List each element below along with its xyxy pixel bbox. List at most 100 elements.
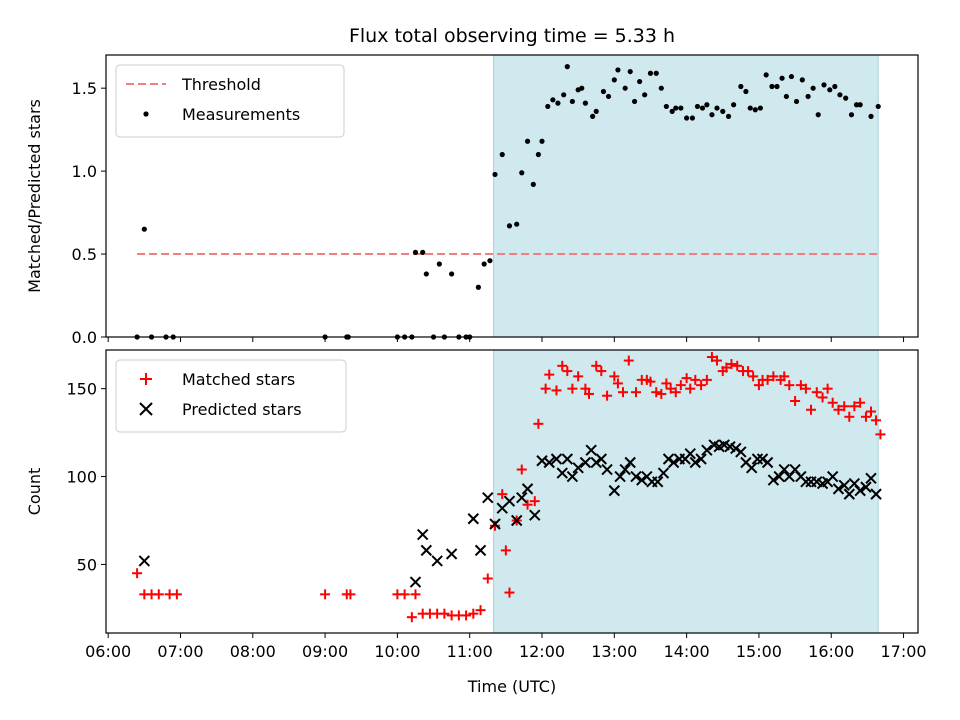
- predicted-star-point: [489, 518, 501, 530]
- x-tick-label: 15:00: [736, 642, 782, 661]
- measurement-point: [709, 112, 715, 118]
- matched-star-point: [726, 359, 737, 370]
- legend-label: Predicted stars: [182, 400, 302, 419]
- predicted-star-point: [614, 470, 626, 483]
- y-tick-label: 1.0: [72, 162, 97, 181]
- measurement-point: [481, 261, 487, 267]
- matched-star-point: [439, 608, 450, 619]
- plot-frame: [105, 349, 919, 634]
- predicted-star-point: [843, 488, 856, 500]
- predicted-star-point: [745, 462, 758, 474]
- predicted-star-point: [566, 470, 579, 483]
- matched-star-point: [871, 415, 882, 426]
- predicted-star-point: [662, 453, 675, 465]
- observing-window-shade: [493, 54, 879, 338]
- measurement-point: [793, 98, 800, 105]
- matched-star-point: [875, 429, 886, 440]
- predicted-star-point: [467, 513, 480, 525]
- matched-star-point: [753, 380, 764, 391]
- measurement-point: [720, 108, 726, 114]
- matched-star-point: [551, 385, 562, 396]
- predicted-star-point: [416, 528, 429, 541]
- predicted-star-point: [431, 555, 443, 567]
- predicted-star-point: [556, 467, 568, 479]
- measurement-point: [423, 271, 429, 277]
- matched-star-point: [573, 371, 584, 382]
- predicted-star-point: [138, 555, 151, 567]
- measurement-point: [848, 112, 855, 118]
- y-tick-label: 0.0: [72, 328, 97, 347]
- predicted-star-point: [590, 456, 602, 469]
- matched-star-point: [790, 395, 801, 406]
- measurement-point: [743, 88, 749, 95]
- measurement-point: [420, 249, 426, 255]
- matched-star-point: [849, 401, 860, 412]
- matched-star-point: [800, 383, 811, 394]
- matched-star-point: [490, 520, 501, 531]
- measurement-point: [627, 68, 633, 75]
- measurement-point: [593, 108, 599, 114]
- legend-label: Matched stars: [182, 370, 295, 389]
- matched-star-point: [461, 610, 472, 621]
- legend-box: [115, 359, 347, 433]
- x-tick-label: 13:00: [591, 642, 637, 661]
- measurement-point: [561, 92, 567, 98]
- measurement-point: [535, 151, 541, 158]
- predicted-star-point: [761, 456, 774, 469]
- measurement-point: [519, 170, 525, 176]
- legend-label: Threshold: [181, 75, 261, 94]
- predicted-star-point: [624, 456, 636, 469]
- matched-star-point: [656, 388, 667, 399]
- matched-star-point: [557, 360, 568, 371]
- x-tick-label: 08:00: [230, 642, 276, 661]
- legend: Threshold Measurements: [115, 64, 345, 138]
- matched-star-point: [609, 371, 620, 382]
- predicted-star-point: [420, 544, 433, 557]
- predicted-star-point: [865, 472, 877, 485]
- x-tick-label: 12:00: [519, 642, 565, 661]
- matched-star-point: [399, 589, 410, 600]
- measurement-point: [788, 73, 795, 80]
- legend-predicted-swatch: [139, 402, 153, 416]
- measurement-point: [579, 85, 585, 91]
- measurement-point: [774, 83, 780, 90]
- predicted-star-point: [701, 444, 713, 456]
- measurement-point: [615, 67, 621, 73]
- predicted-star-point: [778, 463, 790, 476]
- matched-star-point: [768, 371, 779, 382]
- count-panel: 06:00 07:00 08:00 09:00 10:00 11:00 12:00 13:00…: [25, 349, 927, 661]
- predicted-star-point: [684, 448, 696, 460]
- predicted-star-point: [474, 544, 487, 557]
- measurement-point: [611, 77, 617, 83]
- matched-star-point: [591, 360, 602, 371]
- measurement-point: [837, 92, 843, 98]
- matched-star-point: [661, 378, 672, 389]
- measurement-point: [684, 115, 690, 121]
- y-tick-label: 1.5: [72, 79, 97, 98]
- measurement-point: [605, 93, 612, 100]
- measurement-point: [412, 249, 419, 255]
- matched-star-point: [651, 387, 662, 398]
- measurement-point: [738, 83, 744, 90]
- matched-star-point: [748, 371, 759, 382]
- predicted-star-point: [800, 476, 812, 488]
- matched-star-point: [171, 589, 182, 600]
- measurement-point: [875, 103, 881, 110]
- matched-star-point: [701, 374, 712, 385]
- measurement-point: [678, 105, 684, 111]
- predicted-star-point: [870, 488, 882, 500]
- x-tick-label: 16:00: [808, 642, 854, 661]
- matched-star-point: [665, 383, 676, 394]
- measurement-point: [704, 102, 710, 108]
- x-tick-label: 17:00: [880, 642, 926, 661]
- predicted-star-point: [630, 470, 642, 483]
- predicted-star-point: [503, 495, 516, 507]
- matched-star-point: [132, 568, 143, 579]
- predicted-star-point: [826, 470, 839, 483]
- matched-star-point: [805, 404, 816, 415]
- measurement-point: [747, 105, 753, 111]
- predicted-star-point: [767, 474, 780, 486]
- measurement-point: [545, 103, 551, 110]
- matched-star-point: [721, 362, 732, 373]
- matched-star-point: [685, 383, 696, 394]
